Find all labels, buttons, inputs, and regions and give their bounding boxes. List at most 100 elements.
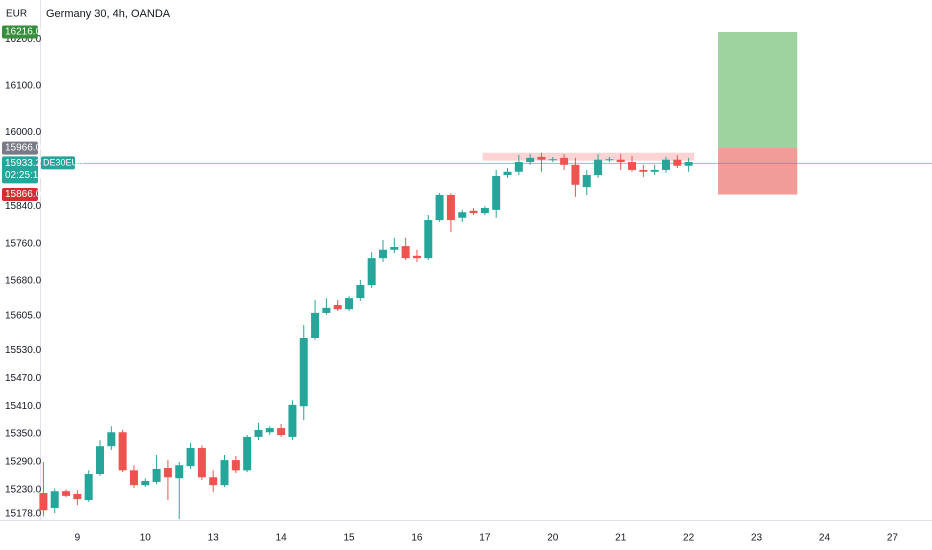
- candle-body: [39, 493, 48, 511]
- chart-title: Germany 30, 4h, OANDA: [46, 8, 171, 20]
- candle-body: [288, 404, 297, 437]
- candle-body: [424, 220, 433, 259]
- candle-body: [356, 285, 365, 299]
- candle-body: [661, 159, 670, 170]
- y-tick-label: 15350.0: [5, 429, 42, 440]
- x-tick-label: 16: [411, 533, 423, 544]
- y-tick-label: 15760.0: [5, 238, 42, 249]
- candle-body: [209, 477, 218, 486]
- x-tick-label: 9: [75, 533, 81, 544]
- x-tick-label: 21: [615, 533, 627, 544]
- candle-body: [311, 312, 320, 338]
- candle-body: [412, 255, 421, 259]
- last-price-label: 15933.2: [5, 158, 42, 169]
- y-tick-label: 15230.0: [5, 484, 42, 495]
- candle-body: [378, 249, 387, 259]
- candle-body: [582, 175, 591, 188]
- candle-body: [345, 298, 354, 310]
- candle-body: [537, 156, 546, 160]
- y-tick-label: 16200.0: [5, 34, 42, 45]
- candle-body: [367, 258, 376, 286]
- resistance-zone: [482, 152, 695, 161]
- candle-body: [401, 246, 410, 259]
- candle-body: [458, 212, 467, 218]
- countdown: 02:25:11: [5, 170, 44, 181]
- candle-body: [492, 175, 501, 210]
- candle-body: [84, 474, 93, 501]
- stop-label: 15866.0: [5, 189, 42, 200]
- candle-body: [560, 157, 569, 165]
- candle-body: [299, 338, 308, 407]
- target-label-box: [2, 25, 38, 39]
- x-tick-label: 27: [887, 533, 899, 544]
- y-tick-label: 15680.0: [5, 276, 42, 287]
- candle-body: [175, 465, 184, 479]
- candle-body: [594, 159, 603, 176]
- candle-body: [548, 159, 557, 161]
- candle-body: [650, 169, 659, 172]
- candle-body: [605, 159, 614, 161]
- symbol-label: DE30EUR: [43, 158, 85, 168]
- y-tick-label: 15530.0: [5, 345, 42, 356]
- candle-body: [152, 468, 161, 482]
- y-tick-label: 15470.0: [5, 373, 42, 384]
- stop-label-box: [2, 188, 38, 202]
- candle-body: [129, 470, 138, 486]
- candle-body: [62, 491, 71, 496]
- candle-body: [163, 468, 172, 478]
- candle-body: [333, 305, 342, 310]
- candle-body: [107, 432, 116, 447]
- entry-label: 15966.0: [5, 143, 42, 154]
- candle-body: [684, 162, 693, 166]
- candle-body: [197, 448, 206, 478]
- y-tick-label: 16100.0: [5, 81, 42, 92]
- x-tick-label: 15: [343, 533, 355, 544]
- candle-body: [277, 428, 286, 436]
- candle-body: [616, 159, 625, 163]
- candle-body: [254, 429, 263, 437]
- x-tick-label: 22: [683, 533, 695, 544]
- candle-body: [571, 164, 580, 185]
- y-tick-label: 15605.0: [5, 310, 42, 321]
- candle-body: [95, 446, 104, 475]
- target-zone: [718, 32, 798, 149]
- y-tick-label: 15290.0: [5, 457, 42, 468]
- candle-body: [231, 460, 240, 471]
- symbol-box: [41, 156, 75, 170]
- x-tick-label: 14: [276, 533, 288, 544]
- y-tick-label: 15410.0: [5, 401, 42, 412]
- candle-body: [265, 428, 274, 433]
- candle-body: [435, 195, 444, 221]
- target-label: 16216.0: [5, 27, 42, 38]
- currency: EUR: [6, 9, 27, 20]
- candle-body: [322, 307, 331, 313]
- candle-body: [73, 494, 82, 500]
- candle-body: [639, 169, 648, 172]
- y-tick-label: 16000.0: [5, 127, 42, 138]
- x-tick-label: 17: [479, 533, 491, 544]
- y-tick-label: 15178.0: [5, 509, 42, 520]
- x-tick-label: 23: [751, 533, 763, 544]
- candle-body: [469, 210, 478, 214]
- last-price-box: [2, 156, 38, 184]
- x-tick-label: 13: [208, 533, 220, 544]
- y-tick-label: 15840.0: [5, 201, 42, 212]
- candle-body: [390, 247, 399, 250]
- stop-zone: [718, 148, 798, 195]
- x-tick-label: 20: [547, 533, 559, 544]
- candle-body: [446, 195, 455, 221]
- candle-body: [673, 159, 682, 166]
- candle-body: [220, 460, 229, 486]
- candle-body: [141, 481, 150, 486]
- candle-body: [526, 157, 535, 163]
- candle-body: [118, 432, 127, 471]
- candle-body: [50, 491, 59, 508]
- candle-body: [186, 448, 195, 467]
- entry-label-box: [2, 141, 38, 155]
- candle-body: [514, 162, 523, 172]
- x-tick-label: 24: [819, 533, 831, 544]
- x-tick-label: 10: [140, 533, 152, 544]
- candle-body: [628, 162, 637, 170]
- candle-body: [503, 171, 512, 176]
